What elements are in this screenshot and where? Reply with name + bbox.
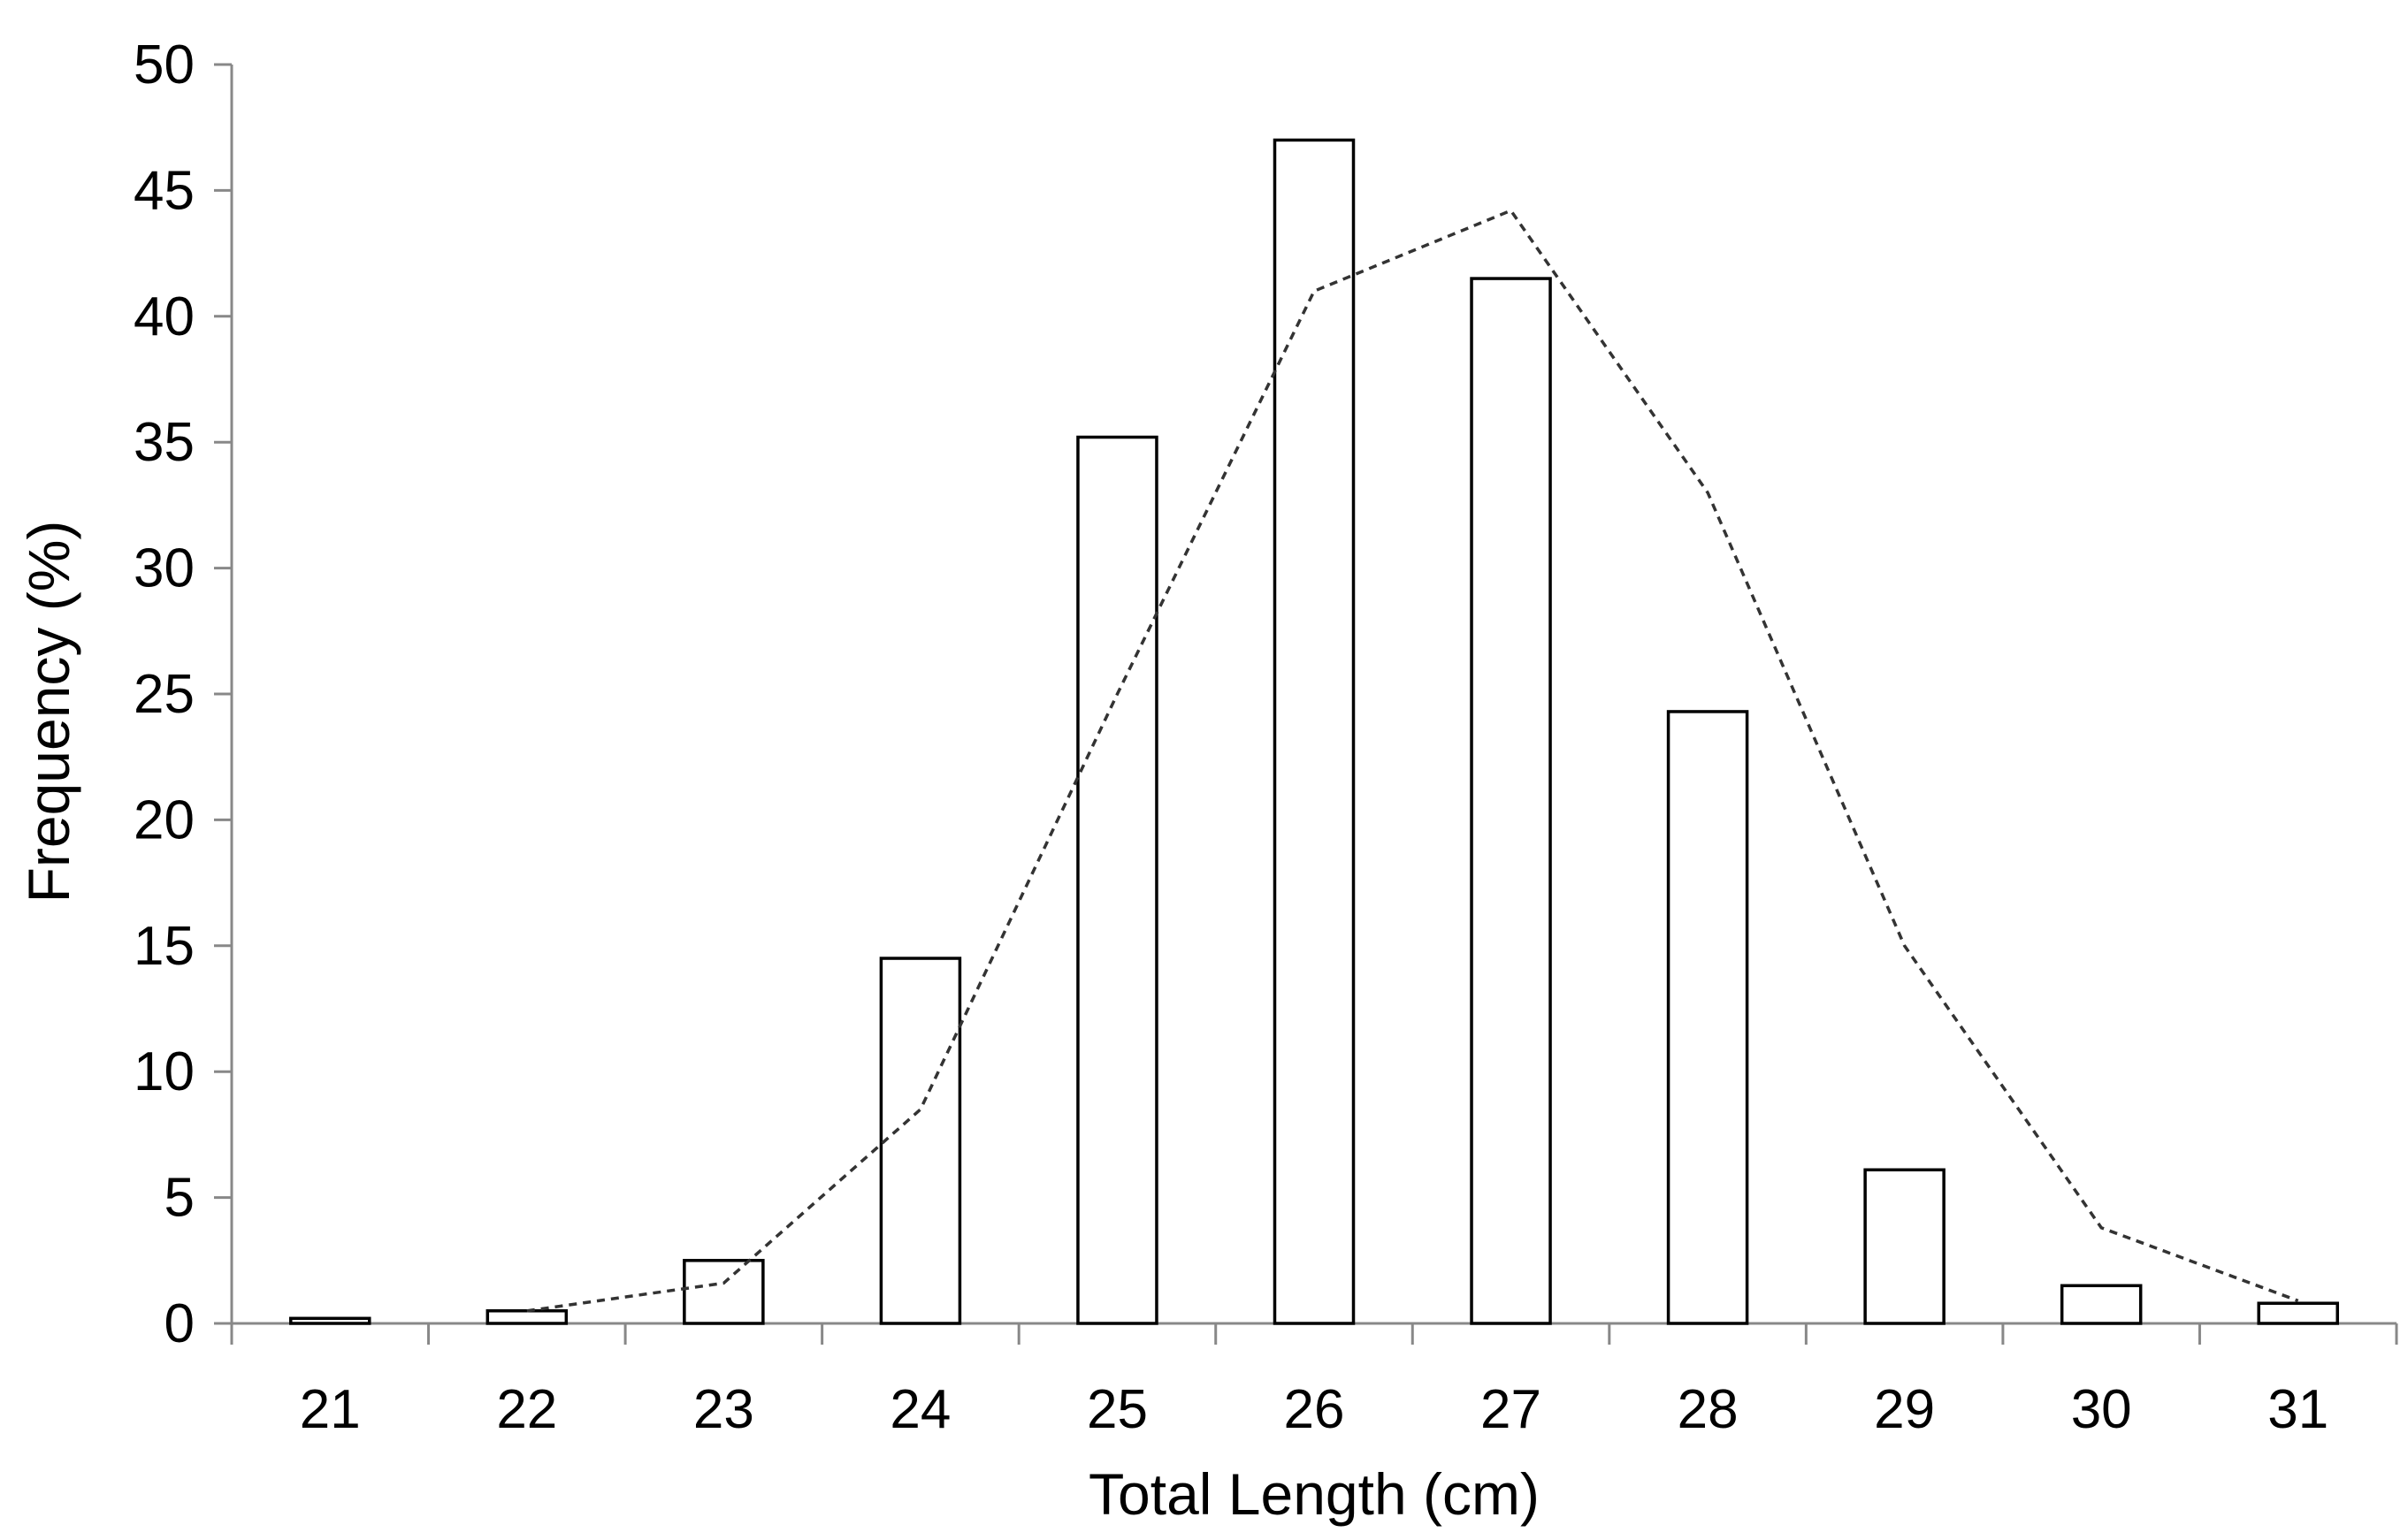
bar-23	[683, 1259, 765, 1325]
y-tick-label: 0	[164, 1293, 195, 1354]
x-axis: 21 22 23 24 25 26 27 28 29 30 31	[230, 1322, 2398, 1440]
x-tick-label: 28	[1678, 1379, 1739, 1440]
y-tick-label: 40	[134, 286, 195, 347]
x-tick-label: 21	[300, 1379, 361, 1440]
trend-line-group	[526, 209, 2299, 1313]
x-tick-label: 31	[2267, 1379, 2328, 1440]
x-tick-label: 29	[1874, 1379, 1935, 1440]
bar-28	[1666, 710, 1749, 1325]
y-tick-label: 15	[134, 916, 195, 977]
bars	[289, 138, 2339, 1325]
x-tick-label: 23	[693, 1379, 754, 1440]
x-axis-title: Total Length (cm)	[1089, 1461, 1540, 1527]
y-tick-label: 45	[134, 160, 195, 221]
bar-22	[485, 1309, 569, 1325]
y-tick-label: 35	[134, 412, 195, 473]
y-tick-label: 50	[134, 34, 195, 95]
x-tick-label: 24	[890, 1379, 951, 1440]
y-tick-label: 25	[134, 664, 195, 725]
bar-25	[1076, 435, 1158, 1325]
y-tick-label: 10	[134, 1041, 195, 1102]
y-tick-label: 30	[134, 538, 195, 599]
x-tick-label: 26	[1284, 1379, 1345, 1440]
y-tick-label: 5	[164, 1168, 195, 1229]
x-tick-label: 22	[496, 1379, 557, 1440]
bar-26	[1273, 138, 1356, 1325]
bar-29	[1863, 1168, 1946, 1325]
x-tick-label: 30	[2071, 1379, 2132, 1440]
bar-24	[879, 957, 962, 1325]
bar-21	[289, 1316, 371, 1325]
bar-27	[1470, 277, 1552, 1325]
bar-31	[2257, 1301, 2339, 1325]
bar-30	[2060, 1284, 2143, 1325]
x-tick-label: 27	[1480, 1379, 1541, 1440]
y-axis-title: Frequency (%)	[16, 521, 81, 903]
y-tick-label: 20	[134, 789, 195, 850]
x-tick-label: 25	[1087, 1379, 1148, 1440]
y-axis: 0 5 10 15 20 25 30 35 40 45 50	[134, 34, 233, 1354]
dashed-trend-line	[526, 209, 2299, 1313]
